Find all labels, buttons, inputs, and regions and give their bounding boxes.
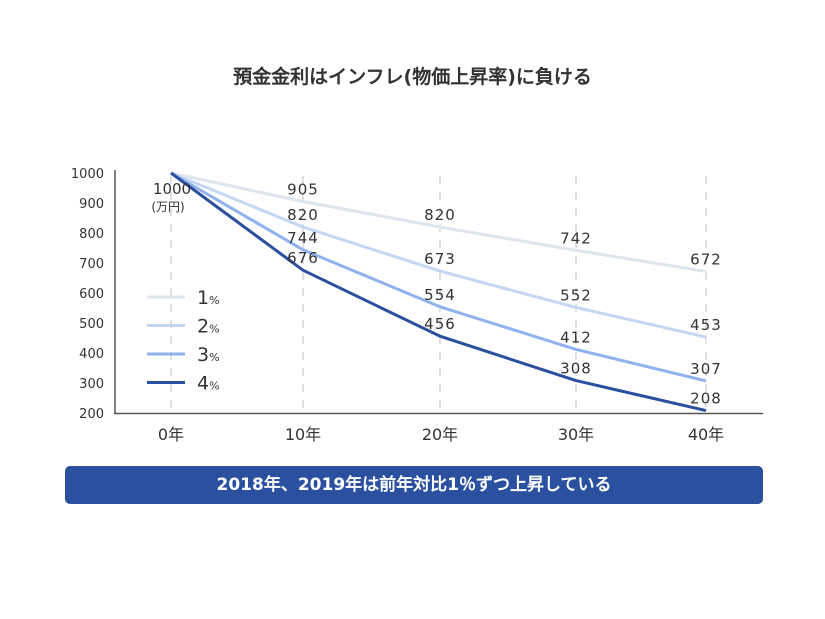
series-line-4pct	[170, 171, 707, 413]
data-label: 554	[424, 286, 456, 304]
data-label: 307	[690, 360, 722, 378]
data-label: 412	[560, 328, 592, 346]
x-tick-label: 10年	[285, 425, 321, 444]
data-label: 308	[560, 360, 592, 378]
start-label-value: 1000	[153, 180, 191, 198]
x-tick-label: 30年	[558, 425, 594, 444]
data-label: 676	[287, 249, 319, 267]
x-tick-label: 0年	[158, 425, 184, 444]
x-tick-label: 20年	[422, 425, 458, 444]
data-label: 453	[690, 316, 722, 334]
data-label: 672	[690, 250, 722, 268]
data-label: 552	[560, 286, 592, 304]
series-line-1pct	[170, 171, 707, 273]
data-label: 820	[287, 206, 319, 224]
data-label: 456	[424, 315, 456, 333]
legend-label: 1%	[197, 287, 220, 309]
chart-title: 預金金利はインフレ(物価上昇率)に負ける	[233, 66, 592, 88]
data-label: 905	[287, 181, 319, 199]
line-chart: 1000 900 800 700 600 500 400 300 200 0年 10年 20年 30年 4…	[71, 167, 763, 444]
y-tick-label: 600	[79, 287, 104, 302]
data-label: 673	[424, 250, 456, 268]
legend-label: 2%	[197, 316, 220, 338]
y-tick-label: 400	[79, 347, 104, 362]
start-label-unit: (万円)	[151, 200, 184, 214]
data-label: 208	[690, 390, 722, 408]
data-label: 744	[287, 229, 319, 247]
series-line-2pct	[170, 171, 707, 339]
series-line-3pct	[170, 171, 707, 383]
y-tick-label: 1000	[71, 167, 104, 182]
note-banner: 2018年、2019年は前年対比1％ずつ上昇している	[65, 466, 763, 504]
y-tick-label: 800	[79, 227, 104, 242]
y-tick-label: 200	[79, 407, 104, 422]
data-label: 742	[560, 229, 592, 247]
y-tick-label: 700	[79, 257, 104, 272]
data-label: 820	[424, 206, 456, 224]
legend-label: 4%	[197, 373, 220, 395]
y-tick-label: 900	[79, 197, 104, 212]
legend-label: 3%	[197, 344, 220, 366]
y-tick-label: 500	[79, 317, 104, 332]
y-tick-label: 300	[79, 377, 104, 392]
x-tick-label: 40年	[688, 425, 724, 444]
